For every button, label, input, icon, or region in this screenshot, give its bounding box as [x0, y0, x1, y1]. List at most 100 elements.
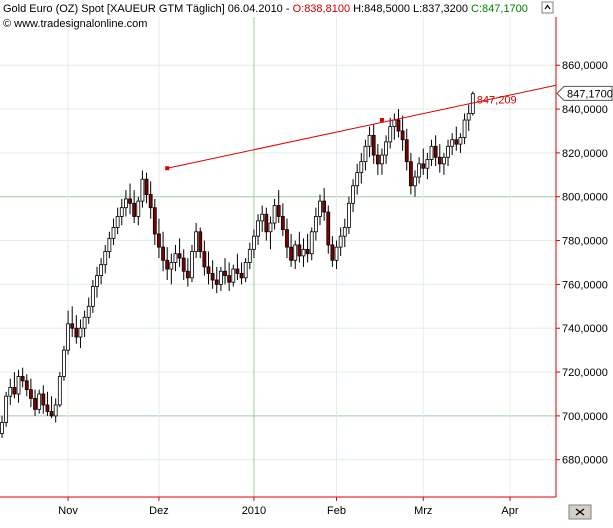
trendline [165, 84, 557, 171]
y-tick-label: 820,0000 [562, 148, 608, 160]
current-price-label: 847,1700 [567, 88, 613, 100]
candle [408, 152, 413, 195]
candle [396, 109, 401, 138]
x-tick-label: 2010 [242, 505, 266, 517]
candle [309, 227, 314, 261]
candle [181, 249, 186, 281]
candle [338, 227, 343, 256]
candle [359, 152, 364, 184]
candle [95, 266, 99, 298]
candle [388, 117, 393, 149]
candle [458, 133, 463, 153]
candle [256, 214, 260, 245]
candle [446, 139, 450, 167]
header-close: C:847,1700 [471, 3, 528, 15]
candle [384, 135, 388, 164]
candle [342, 218, 347, 248]
candle [334, 240, 339, 270]
candle [231, 264, 236, 287]
candle [223, 258, 227, 285]
y-tick-label: 780,0000 [562, 236, 608, 248]
candle [363, 139, 368, 171]
candle [351, 179, 355, 213]
candle [268, 216, 273, 250]
candle [173, 244, 178, 272]
candle [29, 378, 33, 408]
candle [252, 229, 256, 259]
candle [128, 183, 132, 215]
candle [0, 415, 4, 438]
candle [355, 163, 360, 195]
candle [210, 260, 215, 289]
candle [132, 190, 137, 224]
candle [82, 310, 87, 337]
candle [16, 369, 21, 403]
candle [400, 115, 405, 151]
candle [450, 133, 455, 156]
header-high: H:848,5000 [353, 3, 410, 15]
plot-area [0, 17, 556, 497]
candle [169, 253, 174, 285]
candle [264, 207, 269, 241]
candle [305, 233, 310, 263]
candle [276, 190, 281, 224]
candle [297, 231, 302, 263]
candle [421, 148, 426, 175]
candle [148, 181, 153, 219]
y-tick-label: 680,0000 [562, 455, 608, 467]
y-tick-label: 700,0000 [562, 411, 608, 423]
candle [218, 266, 223, 291]
candle [62, 345, 66, 381]
trendline-anchor[interactable] [379, 118, 384, 123]
candle [136, 196, 141, 226]
candle [417, 157, 422, 184]
x-tick-label: Apr [501, 505, 518, 517]
candle [37, 389, 42, 414]
candle [326, 205, 331, 254]
candle [318, 194, 322, 226]
candle [57, 372, 62, 408]
header-title: Gold Euro (OZ) Spot [XAUEUR GTM Täglich]… [3, 3, 293, 15]
candle [152, 198, 157, 245]
candle [20, 367, 25, 388]
candle [433, 135, 438, 167]
collapse-icon[interactable] [541, 1, 554, 14]
trendline-label: 847,209 [477, 94, 517, 106]
candle [66, 310, 70, 355]
candle [442, 152, 446, 175]
current-price-tag: 847,1700 [556, 85, 613, 101]
candle [111, 218, 116, 245]
candle [49, 396, 54, 419]
candle [260, 205, 265, 232]
trendline-anchor[interactable] [165, 166, 170, 171]
x-tick-label: Nov [58, 505, 78, 517]
candle [380, 148, 384, 175]
candle [41, 385, 46, 414]
candle [285, 218, 289, 259]
candle [243, 258, 248, 283]
x-tick-label: Mrz [414, 505, 432, 517]
candle [198, 227, 203, 259]
candle [404, 128, 409, 171]
candle [454, 126, 459, 151]
candle [45, 391, 50, 416]
candles [0, 91, 475, 438]
x-tick-label: Feb [327, 505, 346, 517]
candle [124, 190, 128, 217]
candle [144, 172, 149, 204]
trendline-line [167, 84, 557, 169]
candle [119, 198, 124, 226]
candle [177, 238, 182, 267]
close-icon[interactable] [568, 504, 592, 520]
candle [371, 124, 376, 164]
candle [4, 391, 9, 427]
candle [115, 207, 120, 234]
candle [375, 144, 380, 175]
candle [235, 253, 240, 281]
candle [107, 231, 112, 259]
candle [161, 231, 165, 272]
candle [429, 139, 434, 167]
candle [78, 319, 83, 348]
candle [74, 315, 79, 344]
